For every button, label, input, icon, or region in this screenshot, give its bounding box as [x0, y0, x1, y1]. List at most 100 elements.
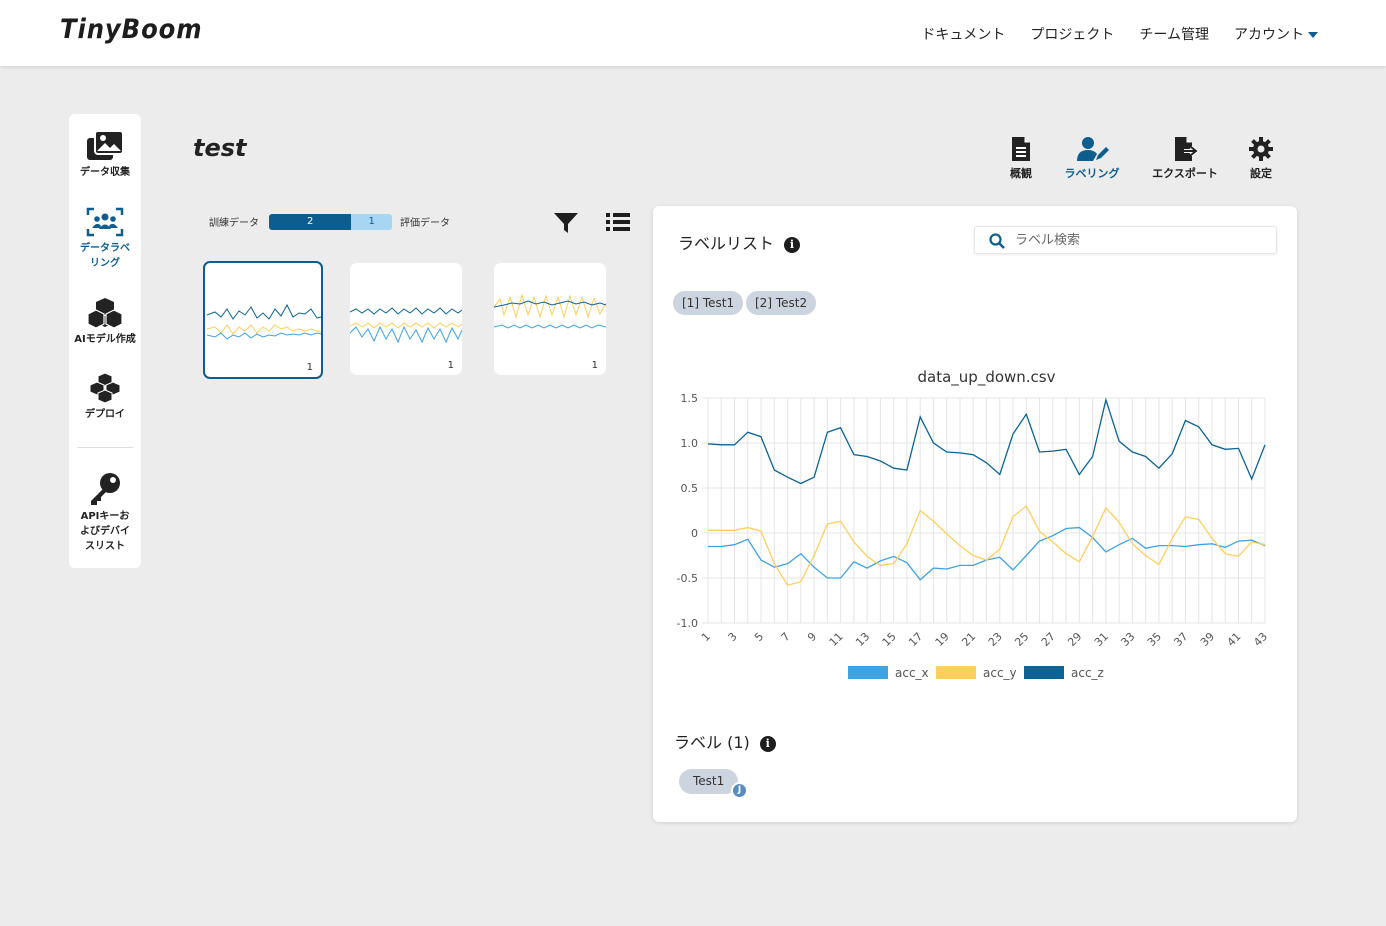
- labels-heading: ラベル (1) i: [674, 729, 776, 753]
- x-tick-label: 19: [933, 630, 952, 649]
- label-list-title-text: ラベルリスト: [678, 234, 775, 253]
- search-icon: [989, 233, 1005, 249]
- tab-label: 概観: [1010, 167, 1032, 180]
- cubes-icon: [87, 298, 123, 329]
- document-icon: [1012, 137, 1030, 161]
- legend-label: acc_x: [895, 666, 929, 680]
- x-tick-label: 1: [699, 630, 713, 644]
- x-tick-label: 33: [1118, 630, 1137, 649]
- tab-export[interactable]: エクスポート: [1149, 136, 1221, 181]
- user-edit-icon: [1077, 137, 1109, 161]
- sidebar-item-label: APIキーおよびデバイスリスト: [80, 511, 130, 552]
- legend-swatch: [848, 666, 888, 679]
- x-tick-label: 9: [805, 630, 819, 644]
- gear-icon: [1249, 137, 1273, 161]
- assigned-label-chip[interactable]: Test1: [679, 769, 739, 794]
- header: TinyBoom ドキュメント プロジェクト チーム管理 アカウント: [0, 0, 1386, 66]
- sidebar-item-label: デプロイ: [85, 409, 125, 420]
- tab-labeling[interactable]: ラベリング: [1062, 136, 1122, 181]
- sidebar-item-api-keys[interactable]: APIキーおよびデバイスリスト: [69, 472, 141, 554]
- sidebar-divider: [77, 447, 133, 448]
- sensor-chart: data_up_down.csv 1.5 1.0 0.5 0 -0.5 -1.0 1 3 5 7 9 1…: [653, 356, 1297, 696]
- filter-icon[interactable]: [553, 211, 579, 239]
- chevron-down-icon: [1308, 32, 1318, 38]
- x-tick-label: 35: [1145, 630, 1164, 649]
- list-view-icon[interactable]: [605, 211, 631, 237]
- series-line-acc_z: [707, 397, 1266, 485]
- legend-swatch: [1024, 666, 1064, 679]
- top-nav: ドキュメント プロジェクト チーム管理 アカウント: [921, 24, 1318, 44]
- sidebar-item-data-labeling[interactable]: データラベリング: [69, 206, 141, 271]
- nav-documents[interactable]: ドキュメント: [921, 27, 1006, 43]
- data-thumbnail[interactable]: 1: [494, 263, 606, 375]
- thumbnail-count: 1: [591, 360, 598, 371]
- nav-projects[interactable]: プロジェクト: [1030, 27, 1115, 43]
- series-line-acc_y: [708, 504, 1266, 586]
- train-data-label: 訓練データ: [209, 218, 259, 229]
- y-tick-label: -0.5: [677, 572, 698, 585]
- data-thumbnail[interactable]: 1: [203, 261, 323, 379]
- nav-team[interactable]: チーム管理: [1139, 27, 1209, 43]
- sidebar: データ収集 データラベリング AIモデル作成 デプロイ: [69, 114, 141, 568]
- sidebar-item-label: AIモデル作成: [74, 334, 136, 345]
- x-tick-label: 43: [1251, 630, 1270, 649]
- x-tick-label: 27: [1039, 630, 1058, 649]
- chart-title: data_up_down.csv: [918, 368, 1056, 387]
- cubes-stack-icon: [89, 372, 121, 404]
- sidebar-item-label: データラベリング: [80, 243, 130, 269]
- sidebar-item-label: データ収集: [80, 167, 130, 178]
- legend-label: acc_y: [983, 666, 1017, 680]
- thumbnail-count: 1: [306, 362, 313, 373]
- sidebar-item-ai-model[interactable]: AIモデル作成: [69, 297, 141, 347]
- logo[interactable]: TinyBoom: [60, 14, 203, 45]
- x-tick-label: 5: [752, 630, 766, 644]
- x-tick-label: 3: [726, 630, 740, 644]
- thumbnail-count: 1: [447, 360, 454, 371]
- legend-label: acc_z: [1071, 666, 1104, 680]
- y-tick-label: 0.5: [681, 482, 699, 495]
- nav-account-label: アカウント: [1234, 27, 1304, 43]
- label-list-title: ラベルリスト i: [678, 230, 801, 254]
- label-chip[interactable]: [2] Test2: [746, 291, 817, 315]
- x-tick-label: 17: [906, 630, 925, 649]
- waveform-preview: [494, 293, 606, 329]
- tab-overview[interactable]: 概観: [1007, 136, 1035, 181]
- user-avatar: J: [731, 782, 748, 799]
- x-tick-label: 21: [959, 630, 978, 649]
- x-tick-label: 7: [779, 630, 793, 644]
- info-icon[interactable]: i: [784, 237, 801, 253]
- x-tick-label: 41: [1225, 630, 1244, 649]
- eval-count: 1: [351, 214, 392, 230]
- file-export-icon: [1175, 137, 1200, 161]
- y-tick-label: 1.0: [681, 437, 699, 450]
- x-tick-label: 23: [986, 630, 1005, 649]
- x-tick-label: 11: [827, 630, 846, 649]
- tab-label: エクスポート: [1152, 167, 1218, 180]
- project-title: test: [193, 134, 247, 162]
- train-count: 2: [269, 214, 352, 230]
- tab-label: ラベリング: [1064, 167, 1120, 180]
- labeling-panel: ラベルリスト i [1] Test1 [2] Test2 data_up_down…: [653, 206, 1297, 822]
- label-chip[interactable]: [1] Test1: [673, 291, 744, 315]
- x-tick-label: 39: [1198, 630, 1217, 649]
- x-tick-label: 31: [1092, 630, 1111, 649]
- nav-account[interactable]: アカウント: [1234, 24, 1318, 44]
- eval-data-label: 評価データ: [400, 218, 450, 229]
- data-thumbnail[interactable]: 1: [350, 263, 462, 375]
- waveform-preview: [350, 307, 462, 344]
- train-eval-split-bar[interactable]: 2 1: [269, 214, 392, 230]
- search-input[interactable]: [1015, 230, 1265, 250]
- images-icon: [87, 130, 124, 160]
- x-tick-label: 13: [853, 630, 872, 649]
- info-icon[interactable]: i: [759, 736, 776, 752]
- tab-settings[interactable]: 設定: [1248, 136, 1274, 181]
- users-scan-icon: [86, 207, 124, 237]
- y-tick-label: 1.5: [681, 392, 699, 405]
- label-search: [974, 226, 1277, 254]
- labels-heading-text: ラベル (1): [674, 733, 750, 752]
- sidebar-item-deploy[interactable]: デプロイ: [69, 372, 141, 422]
- sidebar-item-data-collection[interactable]: データ収集: [69, 130, 141, 180]
- y-tick-label: -1.0: [677, 617, 698, 630]
- x-tick-label: 15: [880, 630, 899, 649]
